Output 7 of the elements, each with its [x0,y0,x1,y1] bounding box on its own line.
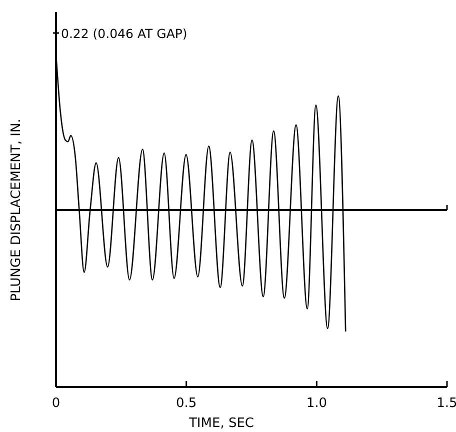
y-axis-title: PLUNGE DISPLACEMENT, IN. [9,118,24,302]
x-tick-label: 0 [52,396,60,411]
x-axis-title: TIME, SEC [188,416,254,431]
x-tick-label: 1.0 [306,396,328,411]
text: 0.22 (0.046 AT GAP) [61,26,188,41]
x-tick-label: 0.5 [176,396,197,411]
x-tick-label: 1.5 [436,396,456,411]
